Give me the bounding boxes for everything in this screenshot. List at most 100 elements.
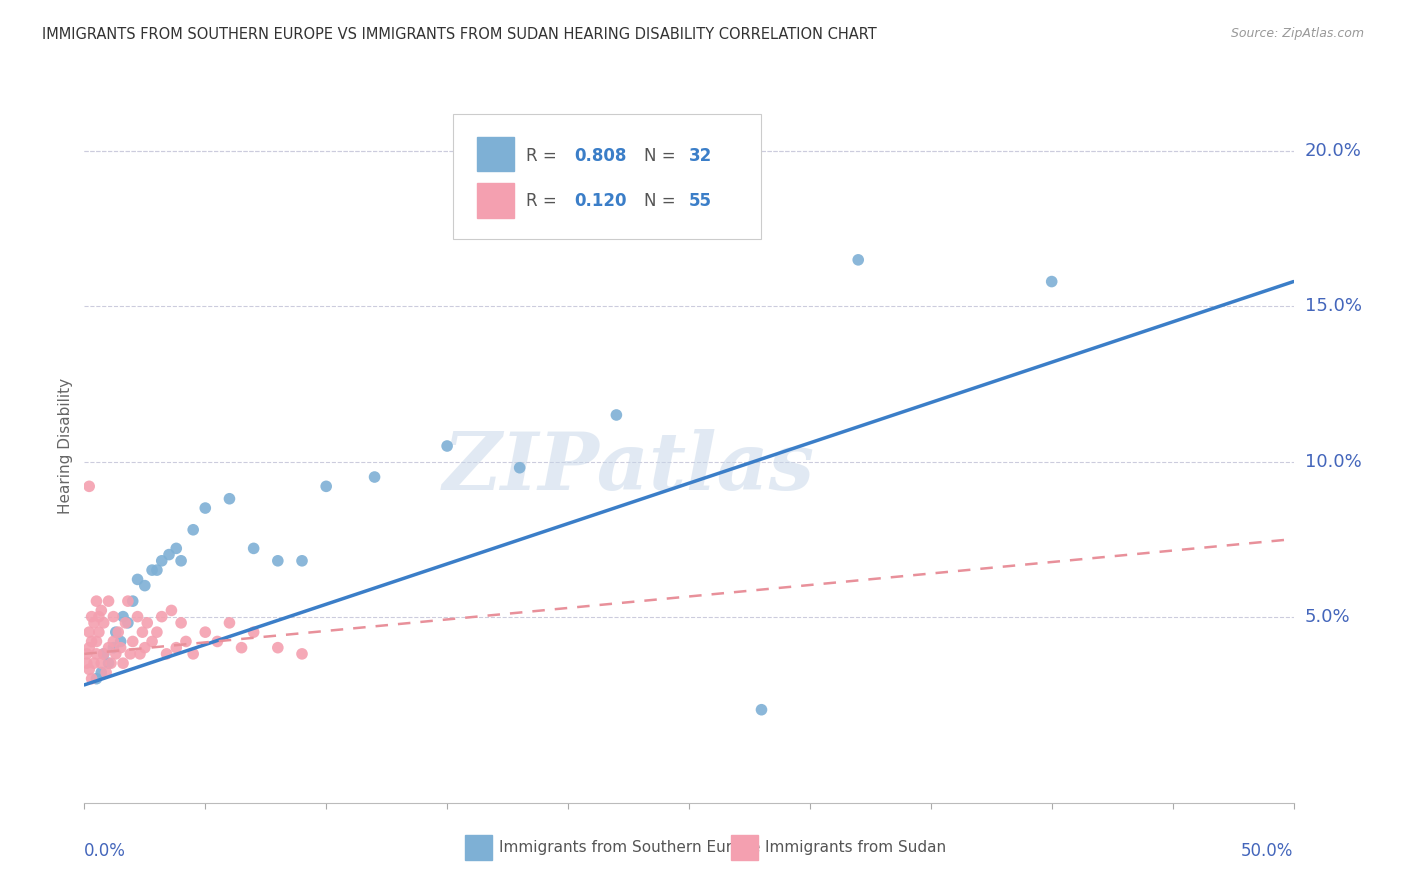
Point: [194, 625, 217, 640]
Point: [112, 656, 135, 670]
Bar: [478, 184, 513, 218]
Point: [174, 634, 197, 648]
Point: [90, 603, 112, 617]
Point: [86, 647, 108, 661]
Point: [165, 640, 187, 655]
Point: [93, 647, 115, 661]
Point: [94, 665, 117, 680]
Point: [846, 252, 869, 267]
Text: 32: 32: [689, 146, 713, 164]
Y-axis label: Hearing Disability: Hearing Disability: [58, 378, 73, 514]
Text: 0.808: 0.808: [574, 146, 627, 164]
Point: [97, 640, 120, 655]
Point: [104, 625, 127, 640]
Point: [218, 491, 240, 506]
Text: 15.0%: 15.0%: [1305, 297, 1361, 316]
Point: [509, 460, 531, 475]
Point: [77, 625, 100, 640]
Point: [90, 656, 112, 670]
Point: [103, 634, 125, 648]
Point: [86, 594, 108, 608]
Point: [1040, 275, 1063, 289]
Point: [155, 647, 177, 661]
Point: [86, 672, 108, 686]
Text: R =: R =: [526, 146, 562, 164]
Point: [267, 640, 290, 655]
Point: [103, 609, 125, 624]
Point: [86, 634, 108, 648]
Point: [436, 439, 458, 453]
Text: 0.120: 0.120: [574, 193, 627, 211]
Point: [157, 548, 180, 562]
Point: [93, 647, 115, 661]
Point: [170, 554, 193, 568]
Point: [170, 615, 193, 630]
Point: [136, 615, 159, 630]
Point: [97, 656, 120, 670]
Text: R =: R =: [526, 193, 562, 211]
Point: [165, 541, 187, 556]
Point: [150, 554, 173, 568]
Text: 20.0%: 20.0%: [1305, 142, 1361, 161]
Point: [194, 501, 217, 516]
Point: [100, 656, 122, 670]
Point: [110, 634, 132, 648]
Point: [112, 609, 135, 624]
Point: [80, 672, 103, 686]
Point: [77, 479, 100, 493]
Point: [121, 634, 143, 648]
Point: [242, 541, 264, 556]
Point: [90, 665, 112, 680]
Point: [80, 609, 103, 624]
Point: [291, 647, 314, 661]
Point: [83, 615, 105, 630]
Bar: [465, 835, 492, 860]
Point: [146, 563, 169, 577]
Point: [751, 703, 773, 717]
Point: [120, 647, 142, 661]
Bar: [731, 835, 758, 860]
Point: [76, 656, 98, 670]
Point: [97, 594, 120, 608]
Bar: [478, 137, 513, 171]
Point: [127, 609, 149, 624]
Point: [131, 625, 153, 640]
Point: [83, 656, 105, 670]
Point: [127, 573, 149, 587]
Text: 5.0%: 5.0%: [1305, 607, 1350, 625]
Point: [134, 579, 156, 593]
Text: 50.0%: 50.0%: [1241, 842, 1294, 860]
Point: [150, 609, 173, 624]
Point: [242, 625, 264, 640]
Point: [77, 640, 100, 655]
Point: [129, 647, 152, 661]
Point: [218, 615, 240, 630]
Point: [103, 640, 125, 655]
Point: [605, 408, 627, 422]
Text: Immigrants from Sudan: Immigrants from Sudan: [765, 839, 946, 855]
Point: [141, 563, 163, 577]
Point: [107, 625, 129, 640]
Point: [160, 603, 183, 617]
Text: IMMIGRANTS FROM SOUTHERN EUROPE VS IMMIGRANTS FROM SUDAN HEARING DISABILITY CORR: IMMIGRANTS FROM SOUTHERN EUROPE VS IMMIG…: [42, 27, 877, 42]
Text: N =: N =: [644, 193, 681, 211]
Point: [134, 640, 156, 655]
Point: [315, 479, 337, 493]
FancyBboxPatch shape: [453, 114, 762, 239]
Point: [121, 594, 143, 608]
Point: [80, 634, 103, 648]
Point: [87, 625, 110, 640]
Text: ZIPatlas: ZIPatlas: [443, 429, 814, 506]
Point: [77, 662, 100, 676]
Point: [181, 647, 204, 661]
Point: [87, 609, 110, 624]
Point: [146, 625, 169, 640]
Point: [363, 470, 385, 484]
Text: Source: ZipAtlas.com: Source: ZipAtlas.com: [1230, 27, 1364, 40]
Point: [117, 615, 139, 630]
Point: [291, 554, 314, 568]
Text: 55: 55: [689, 193, 711, 211]
Point: [110, 640, 132, 655]
Point: [117, 594, 139, 608]
Point: [267, 554, 290, 568]
